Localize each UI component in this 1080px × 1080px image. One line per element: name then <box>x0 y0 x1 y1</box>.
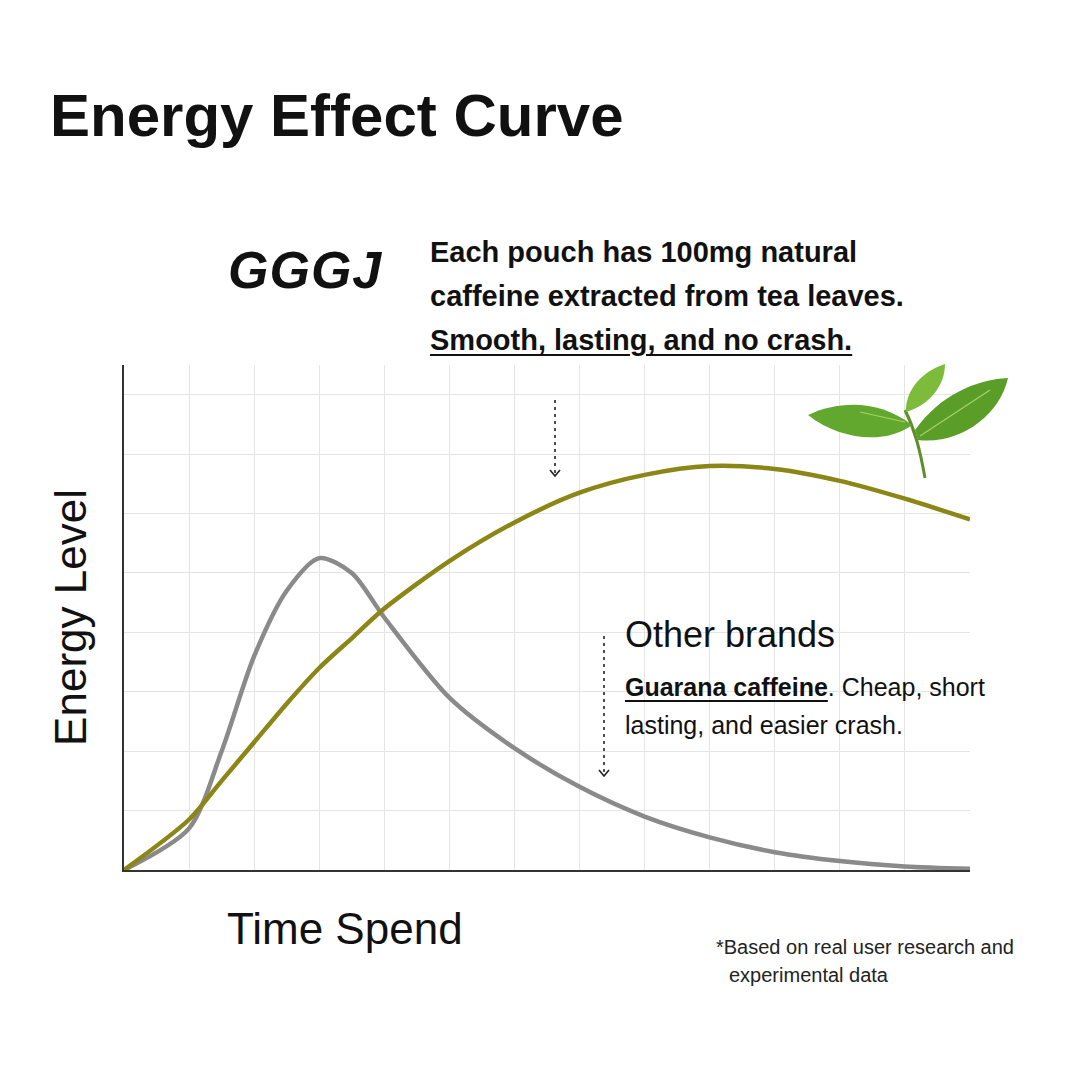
html-text:Guarana caffeine. Cheap, short: Guarana caffeine. Cheap, short <box>625 673 985 701</box>
html-text:Smooth, lasting, and no crash.: Smooth, lasting, and no crash. <box>430 324 853 356</box>
html-text:Each pouch has 100mg natural: Each pouch has 100mg natural <box>430 236 858 268</box>
html-text:Other brands: Other brands <box>625 614 836 655</box>
html-text:*Based on real user research a: *Based on real user research and <box>716 936 1014 958</box>
html-text:GGGJ: GGGJ <box>228 241 383 299</box>
html-text:lasting, and easier crash.: lasting, and easier crash. <box>625 711 903 739</box>
html-text:experimental data: experimental data <box>729 964 888 986</box>
svg-text:Energy Effect Curve: Energy Effect Curve <box>50 82 624 149</box>
html-text:caffeine extracted from tea le: caffeine extracted from tea leaves. <box>430 280 904 312</box>
svg-text:Time Spend: Time Spend <box>227 904 463 953</box>
svg-text:Energy Level: Energy Level <box>46 489 95 746</box>
